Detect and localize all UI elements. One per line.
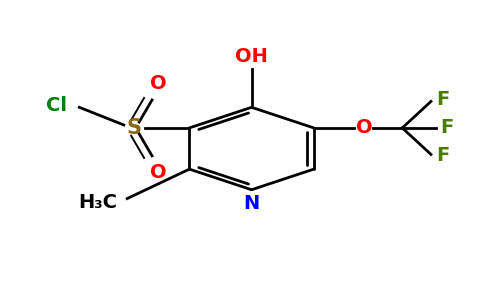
Text: Cl: Cl	[46, 96, 67, 115]
Text: F: F	[440, 118, 454, 137]
Text: O: O	[150, 74, 166, 93]
Text: H₃C: H₃C	[78, 194, 118, 212]
Text: O: O	[150, 163, 166, 182]
Text: O: O	[356, 118, 372, 137]
Text: S: S	[127, 118, 142, 138]
Text: F: F	[436, 90, 449, 110]
Text: F: F	[436, 146, 449, 165]
Text: OH: OH	[235, 47, 268, 66]
Text: N: N	[243, 194, 260, 213]
